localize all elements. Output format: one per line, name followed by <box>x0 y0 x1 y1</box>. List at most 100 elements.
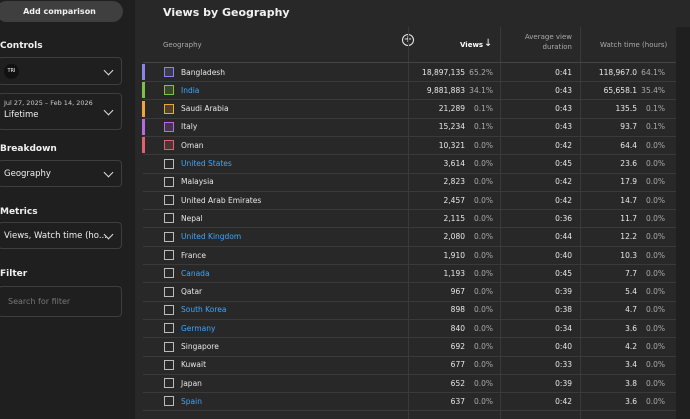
country-name[interactable]: United Kingdom <box>181 232 242 242</box>
row-divider <box>143 337 676 339</box>
checkbox[interactable] <box>164 359 174 370</box>
date-range: Jul 27, 2025 – Feb 14, 2026 <box>4 99 93 107</box>
checkbox[interactable] <box>164 85 174 96</box>
watch-time: 23.6 <box>620 159 637 168</box>
country-name[interactable]: India <box>181 85 200 95</box>
checkbox[interactable] <box>164 213 174 224</box>
views: 2,457 <box>443 195 465 205</box>
country-name: Saudi Arabia <box>181 104 229 114</box>
column-header[interactable]: Watch time (hours) <box>600 41 668 49</box>
views: 2,080 <box>443 232 465 242</box>
breakdown-value: Geography <box>4 169 51 179</box>
views-share: 0.1% <box>473 122 493 132</box>
column-header[interactable]: Geography <box>163 41 202 49</box>
watch-share: 0.1% <box>645 104 665 114</box>
country-name[interactable]: Spain <box>181 396 202 406</box>
watch-time: 3.4 <box>625 360 637 370</box>
watch-time: 11.7 <box>620 213 637 223</box>
row-divider <box>143 154 676 156</box>
watch-time: 5.4 <box>625 287 637 297</box>
watch-share: 0.0% <box>645 323 665 333</box>
checkbox[interactable] <box>164 140 174 151</box>
views-share: 0.0% <box>473 396 493 406</box>
chevron <box>103 167 114 178</box>
views: 15,234 <box>438 122 465 132</box>
checkbox[interactable] <box>164 176 174 187</box>
row-divider <box>143 392 676 394</box>
country-name[interactable]: United States <box>181 159 232 168</box>
views-share: 0.0% <box>473 342 493 351</box>
views-share: 0.0% <box>473 250 493 260</box>
views-share: 0.0% <box>473 213 493 223</box>
views-share: 0.0% <box>473 305 493 315</box>
checkbox[interactable] <box>164 121 174 132</box>
breakdown-select[interactable]: Geography <box>0 160 122 187</box>
row-divider <box>143 135 676 137</box>
checkbox[interactable] <box>164 103 174 114</box>
avg-duration: 0:42 <box>555 177 572 187</box>
watch-share: 0.0% <box>645 305 665 315</box>
avg-duration: 0:40 <box>555 342 572 351</box>
checkbox[interactable] <box>164 231 174 242</box>
watch-time: 65,658.1 <box>603 85 637 95</box>
avg-duration: 0:33 <box>555 360 572 370</box>
channel-select[interactable]: TRI <box>0 57 122 85</box>
checkbox[interactable] <box>164 67 174 77</box>
avg-duration: 0:43 <box>555 104 572 114</box>
watch-time: 7.7 <box>625 268 637 278</box>
checkbox[interactable] <box>164 341 174 352</box>
filter-input[interactable]: Search for filter <box>0 286 122 317</box>
checkbox[interactable] <box>164 304 174 315</box>
views: 1,193 <box>443 268 465 278</box>
watch-share: 0.0% <box>645 342 665 351</box>
avg-duration: 0:34 <box>555 323 572 333</box>
watch-share: 0.0% <box>645 140 665 150</box>
avg-duration: 0:45 <box>555 159 572 168</box>
checkbox[interactable] <box>164 250 174 260</box>
checkbox[interactable] <box>164 268 174 279</box>
row-divider <box>143 282 676 284</box>
checkbox[interactable] <box>164 323 174 334</box>
avg-duration: 0:42 <box>555 396 572 406</box>
views: 18,897,135 <box>422 67 465 77</box>
views: 1,910 <box>443 250 465 260</box>
chevron <box>103 65 114 76</box>
header-divider <box>143 62 676 63</box>
checkbox[interactable] <box>164 195 174 206</box>
metrics-select[interactable]: Views, Watch time (ho... <box>0 222 122 249</box>
row-divider <box>143 245 676 247</box>
checkbox[interactable] <box>164 158 174 169</box>
views: 3,614 <box>443 159 465 168</box>
watch-share: 35.4% <box>641 85 665 95</box>
views-share: 0.0% <box>473 140 493 150</box>
add-comparison-button[interactable]: Add comparison <box>0 1 123 22</box>
avg-duration: 0:42 <box>555 195 572 205</box>
country-name: Oman <box>181 140 204 150</box>
checkbox[interactable] <box>164 396 174 407</box>
row-divider <box>143 264 676 265</box>
views-share: 34.1% <box>469 85 493 95</box>
country-name[interactable]: Canada <box>181 268 210 278</box>
column-header[interactable]: Average view duration <box>524 33 572 51</box>
watch-share: 0.0% <box>645 213 665 223</box>
views-share: 65.2% <box>469 67 493 77</box>
country-name[interactable]: Germany <box>181 323 216 333</box>
series-bar <box>142 118 145 135</box>
checkbox[interactable] <box>164 378 174 389</box>
country-name[interactable]: South Korea <box>181 305 227 315</box>
avg-duration: 0:43 <box>555 85 572 95</box>
checkbox[interactable] <box>164 286 174 297</box>
series-bar <box>142 137 145 154</box>
watch-share: 0.0% <box>645 159 665 168</box>
views-share: 0.0% <box>473 287 493 297</box>
column-header[interactable]: Views <box>460 41 484 49</box>
period: Lifetime <box>4 110 39 120</box>
watch-share: 64.1% <box>641 67 665 77</box>
row-divider <box>143 99 676 101</box>
row-divider <box>143 209 676 211</box>
date-select[interactable]: Jul 27, 2025 – Feb 14, 2026 Lifetime <box>0 93 122 130</box>
avg-duration: 0:36 <box>555 213 572 223</box>
views: 2,823 <box>443 177 465 187</box>
views: 2,115 <box>443 213 465 223</box>
views: 637 <box>450 396 465 406</box>
